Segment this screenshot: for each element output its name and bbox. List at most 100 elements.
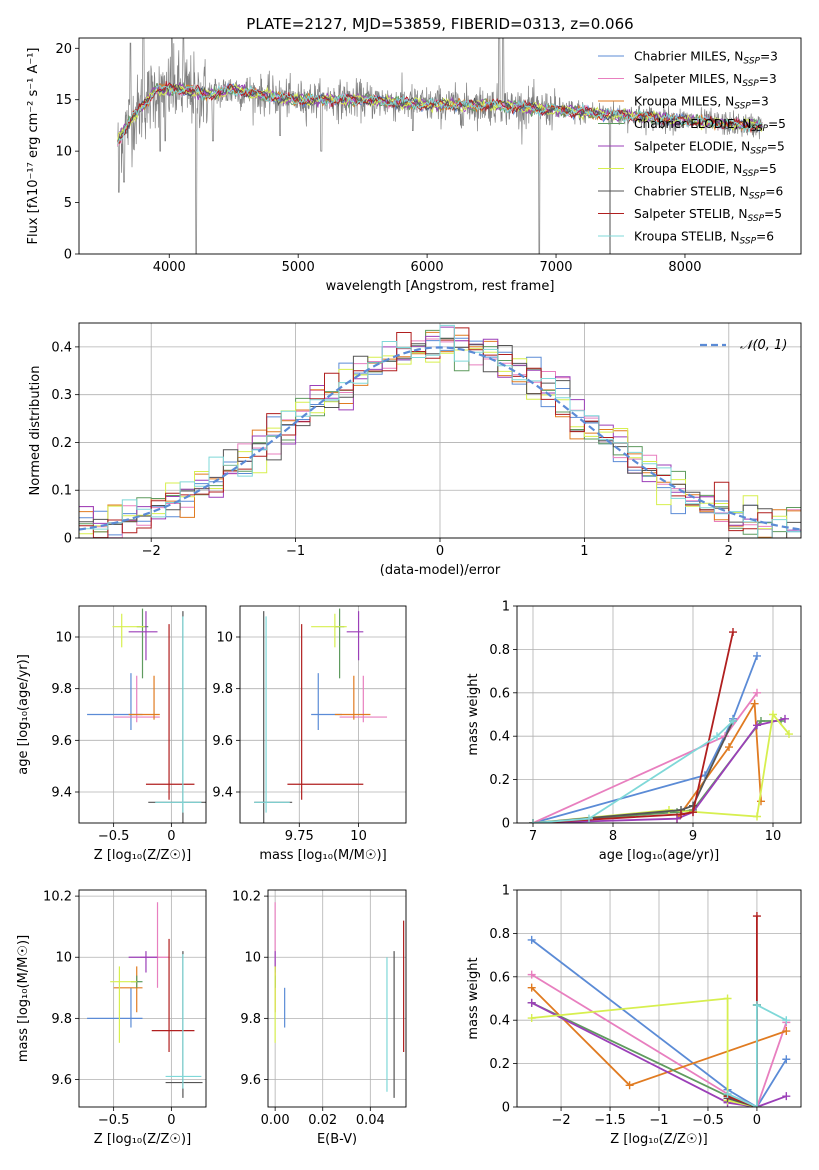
figure-title: PLATE=2127, MJD=53859, FIBERID=0313, z=0… (246, 15, 633, 33)
mass_weight_vs_Z-xtick-label: 0 (753, 1113, 761, 1128)
mass_vs_Z-point-kroupa-stelib (165, 954, 202, 1089)
legend-label-chabrier-miles: Chabrier MILES, NSSP=3 (634, 50, 778, 67)
mass_vs_ebv-axes: 0.00 0.02 0.04 9.6 9.8 10 10.2 E(B-V) (232, 890, 406, 1147)
mass_weight_vs_age-marker (529, 819, 537, 823)
residual_hist-ylabel: Normed distribution (28, 366, 43, 496)
legend-label-salpeter-miles: Salpeter MILES, NSSP=3 (634, 72, 777, 89)
spectrum-ytick-label: 15 (55, 93, 72, 108)
mass_weight_vs_age-line-salpeter-miles (532, 692, 758, 823)
mass_vs_Z-axes: −0.5 0 9.6 9.8 10 10.2 Z [log₁₀(Z/Z☉)] mass [lo… (16, 890, 206, 1147)
legend-label-salpeter-elodie: Salpeter ELODIE, NSSP=5 (634, 140, 785, 157)
mass_weight_vs_Z-ytick-label: 0.8 (489, 927, 510, 942)
mass_weight_vs_Z-plot-area (527, 912, 791, 1107)
mass_vs_ebv-xtick-label: 0.00 (261, 1113, 290, 1128)
mass_weight_vs_Z-frame (516, 889, 802, 1108)
mass_weight_vs_age-marker (585, 814, 593, 823)
spectrum-ylabel: Flux [fλ10⁻¹⁷ erg cm⁻² s⁻¹ A⁻¹] (26, 48, 41, 245)
mass_weight_vs_age-marker (673, 814, 681, 823)
mass_weight_vs_age-axes: 7 8 9 10 0 0.2 0.4 0.6 0.8 1 age [log₁₀(age/yr)] ma… (466, 600, 801, 863)
age_vs_Z-axes: −0.5 0 9.4 9.6 9.8 10 Z [log₁₀(Z/Z☉)] age [log₁… (16, 606, 206, 863)
residual_hist-xtick-label: −1 (286, 544, 305, 559)
mass_vs_Z-plot-area (87, 902, 203, 1098)
mass_weight_vs_age-marker (729, 717, 737, 726)
mass_weight_vs_Z-marker (782, 1055, 791, 1064)
spectrum-ytick-label: 0 (64, 248, 72, 263)
mass_weight_vs_age-marker (753, 688, 761, 697)
spectrum-axes: 4000 5000 6000 7000 8000 0 5 10 15 20 wavelength [… (26, 42, 702, 294)
mass_weight_vs_age-frame (516, 605, 802, 824)
mass_weight_vs_age-ytick-label: 0.8 (489, 643, 510, 658)
mass_weight_vs_age-xtick-label: 10 (765, 829, 782, 844)
age_vs_mass-ytick-label: 9.8 (212, 682, 233, 697)
age_vs_Z-point-salpeter-miles (113, 675, 160, 723)
mass_weight_vs_age-line-chabrier-stelib (532, 720, 734, 823)
residual_hist-xtick-label: 1 (580, 544, 588, 559)
mass_vs_ebv-ytick-label: 9.6 (240, 1073, 261, 1088)
mass_vs_Z-ytick-label: 10 (55, 951, 72, 966)
residual_hist-xlabel: (data-model)/error (380, 563, 501, 578)
mass_weight_vs_Z-marker (527, 935, 536, 944)
age_vs_Z-xtick-label: −0.5 (98, 829, 130, 844)
age_vs_Z-point-chabrier-miles (87, 673, 143, 730)
mass_vs_Z-point-kroupa-miles (113, 966, 143, 1013)
spectrum-model-kroupa-elodie (117, 83, 763, 140)
spectrum-frame (78, 37, 802, 255)
mass_weight_vs_age-line-kroupa-stelib (532, 720, 734, 823)
spectrum-xtick-label: 4000 (153, 260, 186, 275)
residual_hist-ytick-label: 0.2 (51, 436, 72, 451)
mass_weight_vs_age-marker (750, 699, 759, 708)
mass_weight_vs_Z-marker (752, 912, 761, 921)
age_vs_Z-ylabel: age [log₁₀(age/yr)] (16, 654, 31, 775)
mass_weight_vs_age-plot-area (529, 628, 793, 823)
spectrum-plot-area (117, 38, 763, 254)
age_vs_mass-xtick-label: 10 (350, 829, 367, 844)
mass_vs_Z-xlabel: Z [log₁₀(Z/Z☉)] (94, 1132, 191, 1147)
mass_weight_vs_Z-line-salpeter-elodie (531, 1001, 787, 1107)
age_vs_Z-point-kroupa-miles (128, 675, 160, 720)
mass_weight_vs_age-marker (785, 730, 793, 739)
mass_weight_vs_Z-line-kroupa-elodie (531, 997, 758, 1107)
mass_vs_Z-frame (78, 889, 207, 1108)
age_vs_Z-plot-area (87, 608, 206, 823)
age_vs_mass-xlabel: mass [log₁₀(M/M☉)] (259, 848, 386, 863)
mass_weight_vs_age-marker (753, 721, 761, 730)
mass_weight_vs_age-marker (713, 732, 721, 741)
mass_vs_Z-point-salpeter-miles (140, 902, 170, 988)
residual_hist-xtick-label: −2 (142, 544, 161, 559)
spectrum-xtick-label: 8000 (668, 260, 701, 275)
mass_weight_vs_Z-xtick-label: −1.5 (594, 1113, 626, 1128)
mass_vs_Z-ytick-label: 9.8 (51, 1012, 72, 1027)
age_vs_Z-xlabel: Z [log₁₀(Z/Z☉)] (94, 848, 191, 863)
age_vs_mass-ytick-label: 10 (216, 631, 233, 646)
mass_vs_ebv-ytick-label: 10.2 (232, 890, 261, 905)
mass_weight_vs_Z-xtick-label: −1 (649, 1113, 668, 1128)
residual_hist-ytick-label: 0.4 (51, 340, 72, 355)
mass_weight_vs_Z-marker (625, 1081, 634, 1090)
mass_weight_vs_age-ylabel: mass weight (466, 673, 481, 755)
mass_weight_vs_age-marker (689, 808, 697, 817)
age_vs_mass-xtick-label: 9.75 (285, 829, 314, 844)
mass_vs_Z-ylabel: mass [log₁₀(M/M☉)] (16, 935, 31, 1062)
mass_weight_vs_Z-marker (723, 994, 732, 1003)
mass_weight_vs_age-line-kroupa-elodie (532, 712, 790, 823)
age_vs_Z-xtick-label: 0 (167, 829, 175, 844)
age_vs_mass-point-chabrier-miles (311, 673, 342, 730)
mass_weight_vs_age-line-salpeter-stelib (532, 631, 734, 823)
mass_weight_vs_Z-marker (752, 1103, 761, 1107)
spectrum-model-salpeter-elodie (117, 82, 763, 138)
mass_vs_ebv-xtick-label: 0.04 (356, 1113, 385, 1128)
mass_weight_vs_age-marker (781, 714, 789, 723)
age_vs_Z-point-kroupa-stelib (155, 616, 202, 813)
mass_vs_ebv-ytick-label: 9.8 (240, 1012, 261, 1027)
mass_weight_vs_Z-marker (723, 1089, 732, 1098)
age_vs_mass-ytick-label: 9.6 (212, 734, 233, 749)
mass_weight_vs_age-xtick-label: 8 (609, 829, 617, 844)
mass_weight_vs_age-marker (729, 628, 737, 637)
legend-label-kroupa-elodie: Kroupa ELODIE, NSSP=5 (634, 162, 777, 179)
mass_weight_vs_age-line-kroupa-miles (676, 700, 762, 820)
mass_vs_ebv-xlabel: E(B-V) (317, 1132, 357, 1147)
age_vs_mass-point-kroupa-miles (334, 675, 371, 720)
spectrum-ytick-label: 10 (55, 145, 72, 160)
mass_weight_vs_age-ytick-label: 0.6 (489, 686, 510, 701)
